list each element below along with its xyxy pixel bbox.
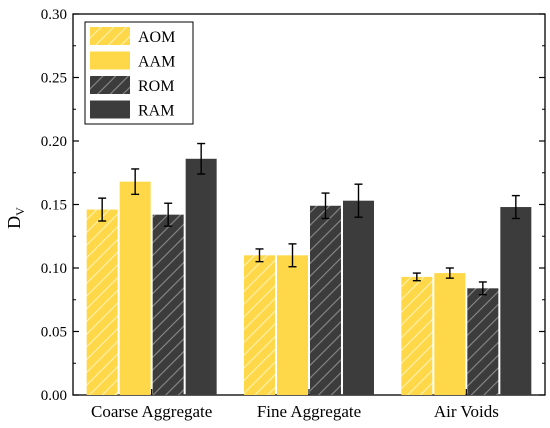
legend-label: AAM <box>138 54 175 71</box>
x-category-label: Coarse Aggregate <box>91 402 212 421</box>
y-tick-label: 0.05 <box>41 325 67 341</box>
y-tick-label: 0.30 <box>41 7 67 23</box>
y-tick-label: 0.10 <box>41 261 67 277</box>
bar-aom-3 <box>401 276 433 395</box>
bar-aom-1 <box>86 209 118 395</box>
legend-swatch-aom <box>90 27 130 45</box>
legend-swatch-aam <box>90 51 130 70</box>
legend-label: RAM <box>138 103 174 120</box>
bar-aam-2 <box>277 255 308 395</box>
y-axis-label: DV <box>4 207 27 229</box>
y-tick-label: 0.20 <box>41 134 67 150</box>
legend-label: AOM <box>138 29 175 46</box>
bar-aam-1 <box>119 181 151 395</box>
bar-rom-3 <box>467 288 499 395</box>
x-category-label: Air Voids <box>434 402 499 421</box>
y-tick-label: 0.15 <box>41 198 67 214</box>
bar-aam-3 <box>434 273 466 395</box>
legend-swatch-ram <box>90 100 130 119</box>
bar-aom-2 <box>244 255 275 395</box>
bar-ram-2 <box>343 200 374 395</box>
legend-swatch-rom <box>90 76 130 94</box>
bar-ram-3 <box>500 207 532 395</box>
legend-label: ROM <box>138 78 174 95</box>
y-tick-label: 0.00 <box>41 388 67 404</box>
x-category-label: Fine Aggregate <box>257 402 361 421</box>
bar-rom-1 <box>152 214 184 395</box>
y-tick-label: 0.25 <box>41 71 67 87</box>
bar-rom-2 <box>310 205 341 395</box>
bar-ram-1 <box>185 158 217 395</box>
